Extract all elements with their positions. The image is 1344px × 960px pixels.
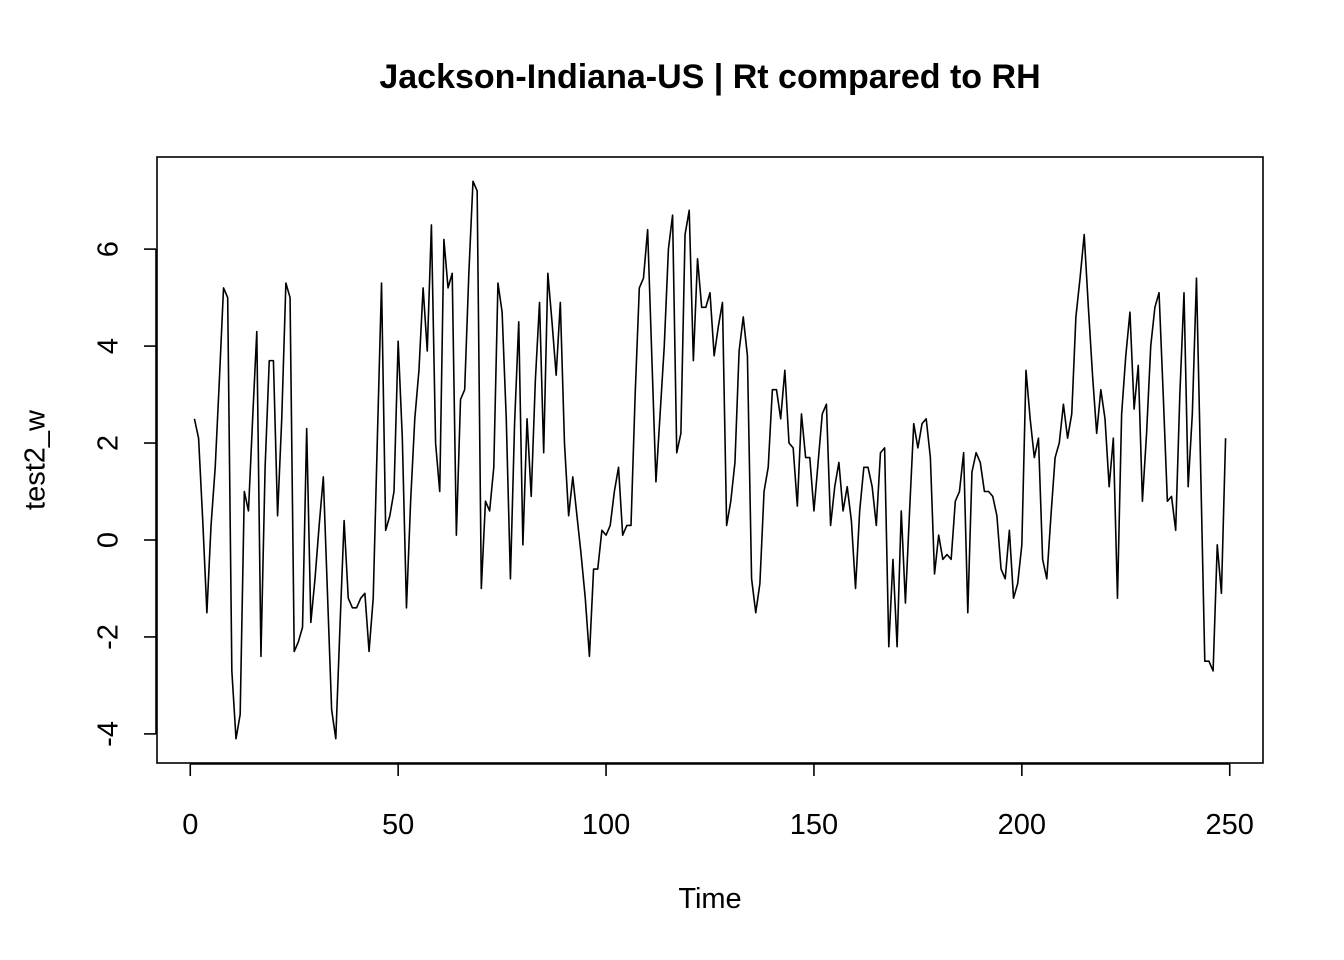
x-tick-label: 100 <box>582 809 630 841</box>
x-tick-label: 250 <box>1206 809 1254 841</box>
y-tick-label: -2 <box>93 624 125 650</box>
y-tick-label: 2 <box>93 435 125 451</box>
x-tick-label: 50 <box>382 809 414 841</box>
series-line <box>193 180 1227 740</box>
plot-frame <box>156 156 1264 764</box>
x-tick-label: 0 <box>182 809 198 841</box>
y-tick-label: 6 <box>93 241 125 257</box>
axes: 0 50 100 150 200 250 -4 -2 0 2 4 6 <box>93 241 1254 841</box>
x-tick-label: 150 <box>790 809 838 841</box>
x-tick-label: 200 <box>998 809 1046 841</box>
y-tick-label: -4 <box>93 721 125 747</box>
x-axis-label: Time <box>678 883 742 915</box>
chart-title: Jackson-Indiana-US | Rt compared to RH <box>379 58 1041 96</box>
y-tick-label: 0 <box>93 532 125 548</box>
y-tick-label: 4 <box>93 338 125 354</box>
